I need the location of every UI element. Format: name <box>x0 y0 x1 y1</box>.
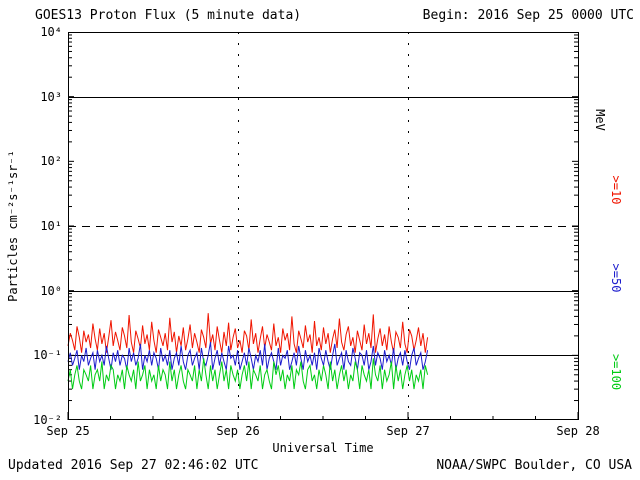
updated-timestamp: Updated 2016 Sep 27 02:46:02 UTC <box>8 458 259 473</box>
series-label-ge50: >=50 <box>609 263 623 293</box>
chart-title: GOES13 Proton Flux (5 minute data) <box>35 8 302 23</box>
y-tick-label: 10⁻¹ <box>33 348 62 362</box>
flux-series-50 <box>67 342 429 370</box>
series-label-ge100: >=100 <box>609 353 623 391</box>
series-label-ge10: >=10 <box>609 175 623 205</box>
x-tick-label: Sep 26 <box>216 424 260 438</box>
begin-time-label: Begin: 2016 Sep 25 0000 UTC <box>422 8 634 23</box>
source-attribution: NOAA/SWPC Boulder, CO USA <box>436 458 632 473</box>
flux-series-100 <box>67 358 429 390</box>
y-tick-label: 10⁰ <box>40 284 62 298</box>
x-tick-label: Sep 27 <box>386 424 430 438</box>
x-tick-label: Sep 28 <box>556 424 600 438</box>
y-tick-label: 10² <box>40 154 62 168</box>
plot-border <box>68 32 579 420</box>
y-axis-title: Particles cm⁻²s⁻¹sr⁻¹ <box>6 150 20 302</box>
y-tick-label: 10³ <box>40 90 62 104</box>
y-tick-label: 10¹ <box>40 219 62 233</box>
right-unit-label: MeV <box>593 109 607 131</box>
x-tick-label: Sep 25 <box>46 424 90 438</box>
flux-series-10 <box>67 313 429 353</box>
y-tick-label: 10⁴ <box>40 25 62 39</box>
series-layer <box>67 313 429 390</box>
y-tick-label: 10⁻² <box>33 413 62 427</box>
grid-layer <box>68 32 578 420</box>
x-axis-title: Universal Time <box>272 441 374 455</box>
